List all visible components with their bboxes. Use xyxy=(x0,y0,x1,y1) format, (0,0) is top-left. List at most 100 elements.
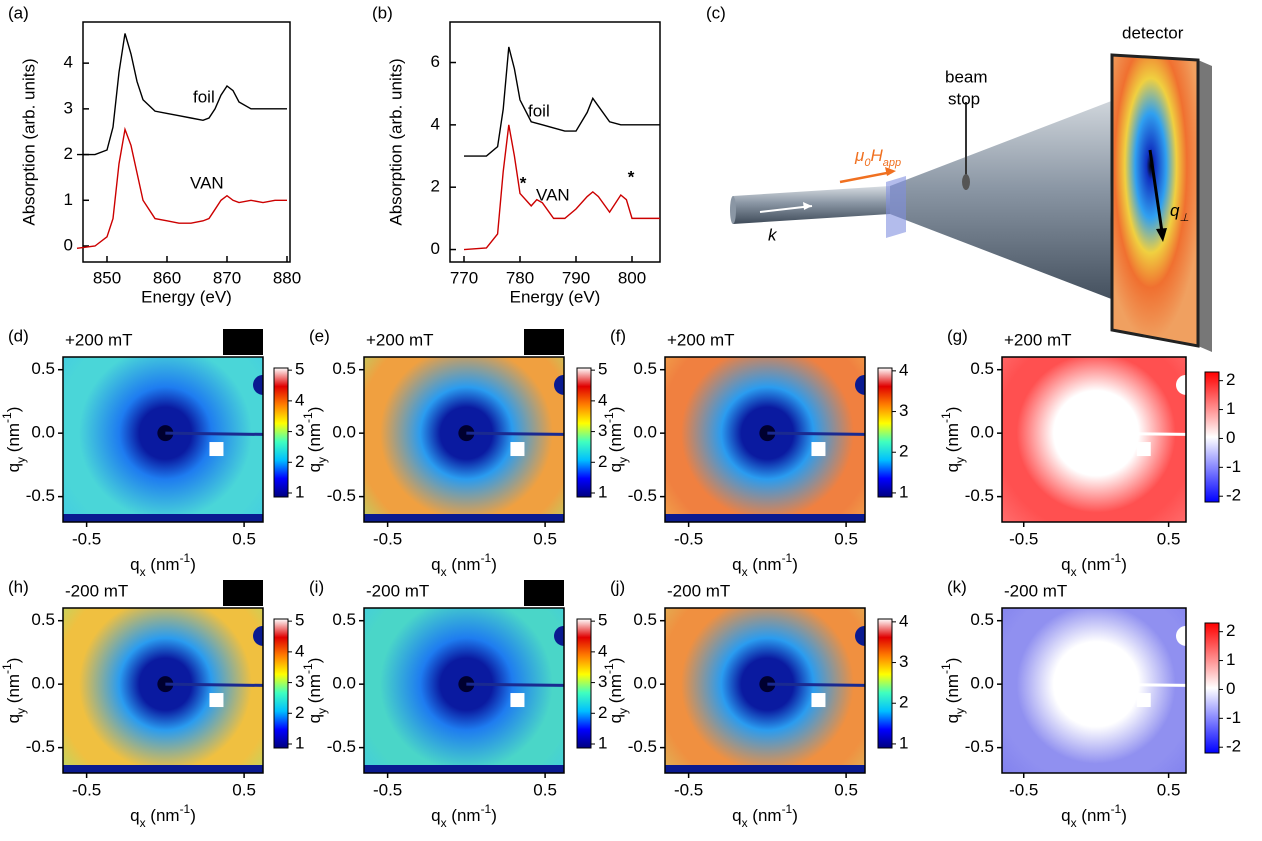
y-tick-label: -0.5 xyxy=(26,486,55,505)
axis-label-part: q xyxy=(943,463,962,472)
colorbar-tick-label: 3 xyxy=(598,672,607,691)
y-tick-label: 0.5 xyxy=(970,359,994,378)
axis-label-part: (nm xyxy=(447,555,481,574)
y-tick-label: 4 xyxy=(64,53,73,72)
tag-label: CR xyxy=(532,332,557,351)
beam-arrow-head xyxy=(803,202,812,210)
colorbar-tick-label: 0 xyxy=(1226,679,1235,698)
beam-stop-shadow xyxy=(1096,431,1186,436)
y-tick-label: 0.5 xyxy=(332,610,356,629)
colorbar xyxy=(576,367,592,498)
axis-label-part: q xyxy=(305,714,324,723)
colorbar-tick-label: 1 xyxy=(598,733,607,752)
colorbar xyxy=(273,618,289,749)
colorbar-tick-label: 2 xyxy=(899,442,908,461)
field-label: +200 mT xyxy=(667,330,735,349)
series-line xyxy=(76,126,287,249)
axis-label-part: y xyxy=(616,457,630,463)
heatmap-image xyxy=(63,608,263,773)
colorbar-tick-label: 5 xyxy=(295,611,304,630)
colorbar-tick-label: 3 xyxy=(899,401,908,420)
x-tick-label: -0.5 xyxy=(1009,780,1038,799)
axis-label-part: y xyxy=(616,708,630,714)
mask-patch xyxy=(1136,442,1151,457)
panel-label: (a) xyxy=(8,3,29,22)
axis-label-part: -1 xyxy=(939,412,953,423)
corner-mask xyxy=(855,374,865,395)
heatmap-field xyxy=(1002,357,1186,522)
colorbar-tick-label: 1 xyxy=(1226,650,1235,669)
axis-label-part: y xyxy=(953,708,967,714)
beam-stop-shadow xyxy=(767,682,865,687)
x-tick-label: -0.5 xyxy=(72,529,101,548)
x-axis-label: Energy (eV) xyxy=(141,287,232,306)
mask-patch xyxy=(510,693,525,708)
field-arrow-head xyxy=(885,167,896,176)
corner-mask xyxy=(1176,625,1186,646)
colorbar-tick-label: -2 xyxy=(1226,486,1241,505)
axis-label-part: -1 xyxy=(301,412,315,423)
axis-label-part: q xyxy=(606,714,625,723)
axis-label: qy (nm-1) xyxy=(301,658,329,724)
y-tick-label: 2 xyxy=(431,177,440,196)
series-label: foil xyxy=(193,87,215,106)
axis-label-part: ) xyxy=(943,658,962,664)
y-tick-label: -0.5 xyxy=(327,486,356,505)
colorbar-tick-label: 0 xyxy=(1226,428,1235,447)
x-tick-label: 0.5 xyxy=(1157,780,1181,799)
axis-label: qy (nm-1) xyxy=(0,658,28,724)
bottom-strip xyxy=(63,765,263,773)
axis-label-part: (nm xyxy=(305,674,324,708)
y-tick-label: 0.0 xyxy=(332,674,356,693)
tag-box xyxy=(524,329,564,355)
x-tick-label: 860 xyxy=(153,268,181,287)
beam-stop-label: beam xyxy=(945,67,988,86)
tag-label: CL xyxy=(232,583,254,602)
beam-stop-label: stop xyxy=(948,89,980,108)
axis-label-part: -1 xyxy=(180,551,191,565)
axis-label-part: (nm xyxy=(606,674,625,708)
panel-label: (b) xyxy=(372,3,393,22)
axis-label-part: ) xyxy=(1121,555,1127,574)
tag-label: CL xyxy=(232,332,254,351)
axis-label-part: x xyxy=(742,816,748,830)
x-tick-label: 880 xyxy=(273,268,301,287)
axis-label-part: -1 xyxy=(0,663,14,674)
field-label: +200 mT xyxy=(65,330,133,349)
axis-label-part: -1 xyxy=(481,802,492,816)
axis-label-part: x xyxy=(441,816,447,830)
colorbar-tick-label: 4 xyxy=(295,641,304,660)
axis-label-part: (nm xyxy=(748,555,782,574)
panel-label: (g) xyxy=(947,326,968,345)
axis-label-part: q xyxy=(606,463,625,472)
axis-label-part: q xyxy=(1061,555,1070,574)
axis-label: qx (nm-1) xyxy=(431,551,497,579)
field-label: +200 mT xyxy=(366,330,434,349)
axis-label-part: q xyxy=(431,806,440,825)
panel-label: (d) xyxy=(8,326,29,345)
colorbar-tick-label: 3 xyxy=(899,652,908,671)
x-tick-label: 0.5 xyxy=(533,529,557,548)
panel-label: (k) xyxy=(947,577,967,596)
heatmap-image xyxy=(63,357,263,522)
panel-label: (f) xyxy=(610,326,626,345)
y-tick-label: 0.0 xyxy=(332,423,356,442)
schematic: (c) detector beam stop μ0Happ k q⊥ xyxy=(706,3,1212,352)
annotation: * xyxy=(520,173,527,192)
y-tick-label: 0 xyxy=(431,239,440,258)
y-tick-label: 0.0 xyxy=(970,423,994,442)
axis-label-part: (nm xyxy=(146,555,180,574)
q-arrow xyxy=(1148,149,1164,233)
bottom-strip xyxy=(364,514,564,522)
k-label: k xyxy=(768,225,778,244)
series-line xyxy=(77,33,287,156)
beam-arrow xyxy=(759,205,813,213)
beam-tube xyxy=(733,186,890,224)
axis-label-part: -1 xyxy=(301,663,315,674)
axis-label-part: ) xyxy=(305,658,324,664)
series-line xyxy=(464,46,660,157)
axis-label-part: x xyxy=(742,565,748,579)
x-tick-label: -0.5 xyxy=(674,529,703,548)
x-tick-label: 780 xyxy=(506,268,534,287)
colorbar-tick-label: 1 xyxy=(295,733,304,752)
